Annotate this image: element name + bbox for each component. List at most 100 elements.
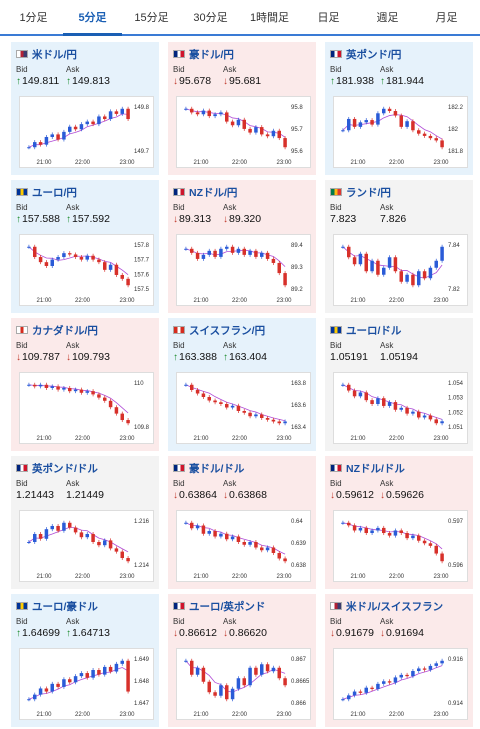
bid-label: Bid	[173, 341, 185, 350]
pair-name[interactable]: ユーロ/ドル	[346, 324, 402, 337]
pair-name[interactable]: 米ドル/円	[32, 48, 77, 61]
candle-body	[79, 124, 84, 130]
pair-name[interactable]: NZドル/円	[189, 186, 238, 199]
candle-body	[73, 126, 78, 130]
pair-card[interactable]: 英ポンド/ドル Bid Ask 1.21443 1.21449 1.216 1.2…	[11, 456, 159, 589]
chart-svg: 0.64 0.639 0.638 21:00 22:00 23:00	[184, 519, 307, 580]
mini-candle-chart[interactable]: 1.216 1.214 21:00 22:00 23:00	[19, 510, 154, 582]
tab-7[interactable]: 月足	[435, 12, 458, 24]
candle-body	[352, 525, 357, 531]
candle-body	[428, 135, 433, 139]
pair-name[interactable]: カナダドル/円	[32, 324, 98, 337]
candle-body	[201, 393, 206, 398]
pair-card[interactable]: スイスフラン/円 Bid Ask ↑ 163.388 ↑ 163.404 163…	[168, 318, 316, 451]
candle-body	[387, 108, 392, 112]
mini-candle-chart[interactable]: 182.2 182 181.8 21:00 22:00 23:00	[333, 96, 468, 168]
candle-body	[213, 692, 217, 696]
down-arrow-icon: ↓	[380, 489, 385, 501]
candle-body	[347, 118, 351, 131]
y-tick-label: 7.84	[448, 243, 460, 249]
pair-name[interactable]: ユーロ/豪ドル	[32, 600, 98, 613]
ask-label: Ask	[380, 479, 394, 488]
pair-card[interactable]: 英ポンド/円 Bid Ask ↑ 181.938 ↑ 181.944 182.2…	[325, 42, 473, 175]
pair-card[interactable]: ランド/円 Bid Ask 7.823 7.826 7.84 7.82 21:00 2…	[325, 180, 473, 313]
tab-6[interactable]: 週足	[376, 12, 399, 24]
pair-card[interactable]: 米ドル/スイスフラン Bid Ask ↓ 0.91679 ↓ 0.91694 0…	[325, 594, 473, 727]
candle-body	[358, 527, 363, 531]
pair-name[interactable]: NZドル/ドル	[346, 462, 405, 475]
y-tick-label: 182.2	[448, 105, 464, 111]
pair-card[interactable]: NZドル/ドル Bid Ask ↓ 0.59612 ↓ 0.59626 0.59…	[325, 456, 473, 589]
pair-name[interactable]: 英ポンド/円	[346, 48, 402, 61]
candle-body	[91, 255, 95, 260]
pair-name[interactable]: 豪ドル/ドル	[189, 462, 245, 475]
flag-icon	[330, 602, 342, 610]
candle-body	[370, 530, 374, 534]
bid-price: ↑ 181.938	[330, 75, 380, 87]
pair-card[interactable]: NZドル/円 Bid Ask ↓ 89.313 ↓ 89.320 89.4 89.…	[168, 180, 316, 313]
candle-body	[422, 540, 427, 544]
candle-body	[97, 542, 101, 546]
mini-candle-chart[interactable]: 1.649 1.648 1.647 21:00 22:00 23:00	[19, 648, 154, 720]
ask-label: Ask	[66, 65, 80, 74]
candle-body	[126, 420, 130, 424]
pair-card[interactable]: カナダドル/円 Bid Ask ↓ 109.787 ↓ 109.793 110 1…	[11, 318, 159, 451]
mini-candle-chart[interactable]: 7.84 7.82 21:00 22:00 23:00	[333, 234, 468, 306]
tab-5[interactable]: 日足	[317, 12, 340, 24]
pair-card[interactable]: ユーロ/豪ドル Bid Ask ↑ 1.64699 ↑ 1.64713 1.64…	[11, 594, 159, 727]
up-arrow-icon: ↑	[66, 627, 71, 639]
moving-average-line	[185, 248, 286, 267]
mini-candle-chart[interactable]: 1.054 1.053 1.052 1.051 21:00 22:00 23:00	[333, 372, 468, 444]
pair-name[interactable]: 豪ドル/円	[189, 48, 234, 61]
candle-body	[230, 246, 235, 253]
candle-body	[260, 664, 264, 675]
pair-card[interactable]: ユーロ/ドル Bid Ask 1.05191 1.05194 1.054 1.05…	[325, 318, 473, 451]
chart-svg: 0.916 0.914 21:00 22:00 23:00	[341, 657, 464, 718]
candle-body	[103, 116, 107, 120]
down-arrow-icon: ↓	[330, 489, 335, 501]
mini-candle-chart[interactable]: 0.916 0.914 21:00 22:00 23:00	[333, 648, 468, 720]
candle-body	[277, 421, 281, 424]
tab-1[interactable]: 5分足	[63, 0, 122, 36]
mini-candle-chart[interactable]: 0.867 0.8665 0.866 21:00 22:00 23:00	[176, 648, 311, 720]
up-arrow-icon: ↑	[16, 627, 21, 639]
y-tick-label: 163.8	[291, 381, 307, 387]
tab-4[interactable]: 1時間足	[249, 12, 290, 24]
x-tick-label: 21:00	[350, 712, 366, 718]
pair-name[interactable]: 米ドル/スイスフラン	[346, 600, 444, 613]
pair-name[interactable]: ユーロ/英ポンド	[189, 600, 266, 613]
x-tick-label: 23:00	[433, 574, 449, 580]
bid-label: Bid	[16, 65, 28, 74]
mini-candle-chart[interactable]: 0.64 0.639 0.638 21:00 22:00 23:00	[176, 510, 311, 582]
tab-2[interactable]: 15分足	[134, 12, 169, 24]
mini-candle-chart[interactable]: 110 109.8 21:00 22:00 23:00	[19, 372, 154, 444]
pair-name[interactable]: ユーロ/円	[32, 186, 77, 199]
candle-body	[399, 115, 403, 127]
mini-candle-chart[interactable]: 157.8 157.7 157.6 157.5 21:00 22:00 23:00	[19, 234, 154, 306]
mini-candle-chart[interactable]: 149.8 149.7 21:00 22:00 23:00	[19, 96, 154, 168]
candle-body	[352, 390, 357, 397]
candle-body	[201, 525, 206, 534]
mini-candle-chart[interactable]: 89.4 89.3 89.2 21:00 22:00 23:00	[176, 234, 311, 306]
tab-0[interactable]: 1分足	[19, 12, 48, 24]
pair-card[interactable]: 豪ドル/ドル Bid Ask ↓ 0.63864 ↓ 0.63868 0.64 0…	[168, 456, 316, 589]
pair-card[interactable]: ユーロ/円 Bid Ask ↑ 157.588 ↑ 157.592 157.8 1…	[11, 180, 159, 313]
pair-name[interactable]: ランド/円	[346, 186, 391, 199]
candle-body	[417, 271, 421, 286]
mini-candle-chart[interactable]: 95.8 95.7 95.6 21:00 22:00 23:00	[176, 96, 311, 168]
candle-body	[405, 121, 409, 127]
candle-body	[219, 112, 223, 115]
bid-value: 1.21443	[16, 489, 54, 501]
candle-body	[195, 252, 200, 259]
pair-card[interactable]: ユーロ/英ポンド Bid Ask ↓ 0.86612 ↓ 0.86620 0.8…	[168, 594, 316, 727]
pair-card[interactable]: 米ドル/円 Bid Ask ↑ 149.811 ↑ 149.813 149.8 1…	[11, 42, 159, 175]
up-arrow-icon: ↑	[330, 75, 335, 87]
tab-3[interactable]: 30分足	[193, 12, 228, 24]
flag-icon	[16, 50, 28, 58]
mini-candle-chart[interactable]: 163.8 163.6 163.4 21:00 22:00 23:00	[176, 372, 311, 444]
candle-body	[27, 384, 31, 386]
pair-name[interactable]: 英ポンド/ドル	[32, 462, 98, 475]
pair-card[interactable]: 豪ドル/円 Bid Ask ↓ 95.678 ↓ 95.681 95.8 95.7…	[168, 42, 316, 175]
pair-name[interactable]: スイスフラン/円	[189, 324, 266, 337]
mini-candle-chart[interactable]: 0.597 0.596 21:00 22:00 23:00	[333, 510, 468, 582]
